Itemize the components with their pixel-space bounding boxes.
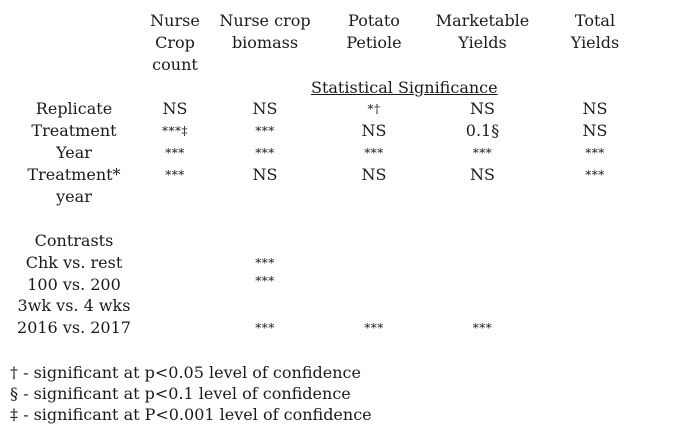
header-line: Nurse crop: [219, 11, 311, 30]
header-potato-petiole: Potato Petiole: [335, 10, 413, 54]
contrasts-title: Contrasts: [34, 231, 114, 250]
header-line: Marketable: [435, 11, 530, 30]
header-marketable-yields: Marketable Yields: [425, 10, 540, 54]
table-cell: ***: [364, 146, 384, 160]
header-line: Total: [574, 11, 616, 30]
footnote-double-dagger: ‡ - significant at P<0.001 level of conf…: [10, 405, 372, 424]
table-cell: ***‡: [162, 124, 188, 138]
row-label-line: year: [56, 187, 92, 206]
table-cell: NS: [162, 99, 188, 118]
footnote-section: § - significant at p<0.1 level of confid…: [10, 384, 351, 403]
header-line: Yields: [570, 33, 620, 52]
section-title: Statistical Significance: [311, 78, 498, 97]
header-line: Yields: [458, 33, 507, 52]
table-cell: ***: [585, 168, 605, 182]
row-label: Year: [56, 143, 92, 162]
table-cell: ***: [472, 146, 493, 160]
header-line: Potato: [348, 11, 400, 30]
table-cell: ***: [585, 146, 605, 160]
footnote-dagger: † - significant at p<0.05 level of confi…: [10, 363, 361, 382]
header-total-yields: Total Yields: [555, 10, 635, 54]
table-cell: NS: [470, 99, 495, 118]
row-label: Replicate: [35, 99, 113, 118]
table-cell: NS: [252, 165, 278, 184]
table-cell: NS: [361, 165, 387, 184]
table-cell: ***: [364, 321, 384, 335]
row-label: Treatment* year: [4, 164, 144, 208]
header-line: Crop: [155, 33, 195, 52]
table-cell: ***: [255, 146, 275, 160]
table-cell: NS: [582, 121, 608, 140]
table-cell: *†: [367, 102, 381, 116]
table-cell: ***: [472, 321, 493, 335]
table-cell: NS: [582, 99, 608, 118]
header-line: biomass: [231, 33, 299, 52]
row-label: 100 vs. 200: [27, 275, 121, 294]
header-nurse-crop-biomass: Nurse crop biomass: [215, 10, 315, 54]
header-line: Petiole: [346, 33, 402, 52]
table-cell: ***: [255, 124, 275, 138]
row-label: Chk vs. rest: [25, 253, 123, 272]
table-cell: ***: [165, 146, 185, 160]
row-label: 2016 vs. 2017: [17, 318, 131, 337]
table-cell: ***: [255, 274, 275, 288]
table-cell: ***: [255, 256, 275, 270]
row-label-line: Treatment*: [27, 165, 121, 184]
table-cell: NS: [470, 165, 495, 184]
header-line: count: [152, 55, 198, 74]
table-cell: 0.1§: [465, 121, 500, 140]
header-line: Nurse: [150, 11, 200, 30]
table-cell: ***: [165, 168, 185, 182]
table-cell: NS: [252, 99, 278, 118]
row-label: Treatment: [31, 121, 117, 140]
table-cell: NS: [361, 121, 387, 140]
table-cell: ***: [255, 321, 275, 335]
row-label: 3wk vs. 4 wks: [17, 296, 131, 315]
header-nurse-crop-count: Nurse Crop count: [140, 10, 210, 76]
